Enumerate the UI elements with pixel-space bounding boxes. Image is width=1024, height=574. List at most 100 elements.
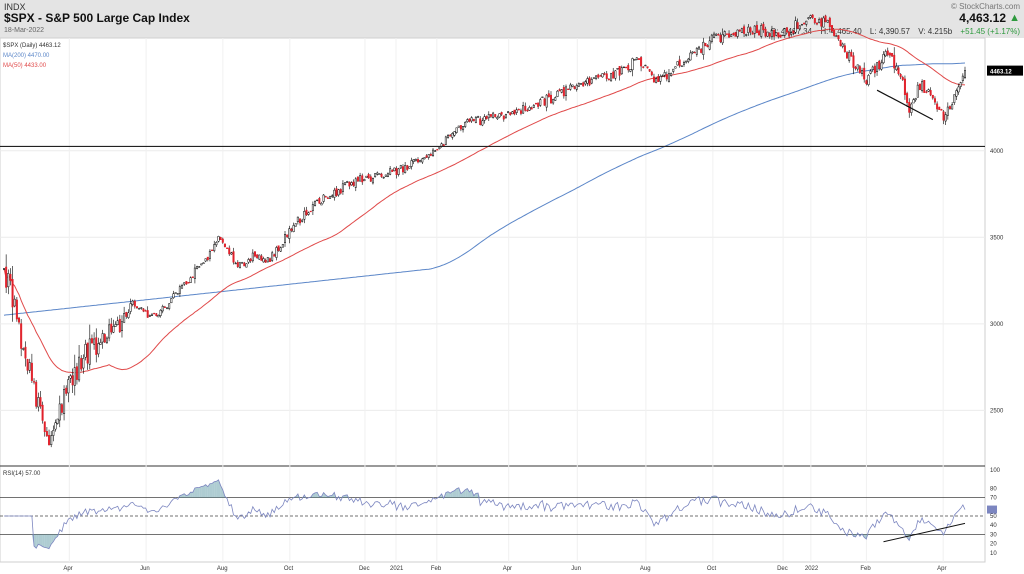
candle-up — [861, 70, 864, 74]
candle-up — [826, 19, 829, 23]
candle-up — [708, 40, 711, 50]
candle-up — [393, 167, 396, 172]
candle-down — [738, 29, 741, 32]
ma50-path — [3, 28, 966, 374]
candle-up — [805, 20, 808, 25]
ma200-path — [3, 62, 966, 316]
candle-down — [436, 149, 439, 151]
candle-down — [815, 22, 818, 25]
candle-up — [955, 90, 958, 97]
time-tick-label: Apr — [503, 566, 512, 572]
candle-down — [253, 251, 256, 257]
candle-down — [873, 65, 876, 74]
candle-down — [268, 258, 271, 262]
candle-down — [277, 245, 280, 251]
candle-up — [63, 389, 66, 414]
rsi-oversold-fill — [34, 534, 37, 549]
candle-down — [940, 109, 943, 111]
up-arrow-icon: ▲ — [1009, 12, 1020, 24]
ma50-line — [3, 28, 966, 374]
candle-up — [539, 99, 542, 106]
candle-up — [807, 17, 810, 19]
candle-up — [689, 52, 692, 61]
candle-down — [923, 80, 926, 93]
candle-up — [374, 173, 377, 178]
rsi-trendline — [883, 522, 966, 543]
candle-down — [749, 27, 752, 33]
candle-up — [419, 160, 422, 163]
candle-up — [174, 292, 177, 294]
candle-down — [728, 33, 731, 38]
candle-up — [311, 204, 314, 211]
candle-down — [788, 31, 791, 37]
rsi-oversold-fill — [44, 534, 47, 548]
candle-down — [324, 196, 327, 198]
candle-up — [275, 247, 278, 258]
time-tick-label: Aug — [217, 566, 228, 572]
rsi-tick-label: 80 — [990, 486, 997, 492]
price-tick-label: 3000 — [990, 322, 1004, 328]
candle-up — [644, 64, 647, 67]
legend-rsi: RSI(14) 57.00 — [3, 471, 41, 477]
candle-down — [704, 42, 707, 47]
candle-up — [730, 34, 733, 37]
candle-down — [925, 91, 928, 93]
candle-up — [123, 313, 126, 323]
candle-down — [146, 310, 149, 318]
candle-down — [249, 258, 252, 262]
candle-up — [944, 114, 947, 122]
candle-up — [28, 362, 31, 371]
candle-up — [138, 308, 141, 310]
candle-up — [114, 324, 117, 327]
candle-up — [953, 94, 956, 103]
candle-down — [828, 17, 831, 28]
rsi-overbought-fill — [201, 486, 204, 498]
candle-up — [687, 58, 690, 62]
candle-down — [665, 74, 668, 80]
rsi-overbought-fill — [214, 481, 217, 498]
candle-up — [371, 178, 374, 184]
candle-down — [417, 159, 420, 163]
candle-up — [344, 182, 347, 185]
candle-up — [438, 147, 441, 149]
candle-up — [747, 26, 750, 33]
chart-header: INDX $SPX - S&P 500 Large Cap Index 18-M… — [0, 0, 1024, 38]
candle-up — [359, 175, 362, 182]
candle-up — [238, 262, 241, 269]
candle-down — [380, 173, 383, 177]
candle-down — [221, 238, 224, 243]
candle-up — [7, 273, 10, 288]
rsi-oversold-fill — [53, 534, 56, 542]
candle-up — [307, 212, 310, 215]
candle-down — [485, 116, 488, 120]
candle-up — [410, 160, 413, 167]
candle-down — [86, 342, 89, 364]
candle-up — [178, 286, 181, 294]
rsi-overbought-fill — [205, 484, 208, 498]
candle-up — [2, 268, 6, 270]
candle-up — [271, 252, 274, 261]
rsi-oversold-fill — [42, 534, 45, 548]
candle-down — [110, 323, 113, 333]
candle-up — [528, 107, 531, 111]
candle-up — [504, 114, 507, 118]
candle-up — [760, 25, 763, 37]
rsi-oversold-fill — [55, 534, 58, 539]
candle-down — [942, 111, 945, 121]
chart-date: 18-Mar-2022 — [4, 27, 45, 34]
rsi-tick-label: 100 — [990, 468, 1001, 474]
candle-down — [863, 67, 866, 80]
candle-up — [320, 203, 323, 206]
price-tick-label: 4000 — [990, 149, 1004, 155]
candle-down — [820, 18, 823, 27]
rsi-overbought-fill — [197, 487, 200, 498]
candle-down — [865, 80, 868, 85]
candle-up — [895, 65, 898, 71]
candle-up — [93, 338, 96, 345]
candle-down — [901, 77, 904, 80]
candle-down — [811, 14, 814, 18]
candle-down — [223, 243, 226, 248]
candle-up — [474, 116, 477, 123]
candle-down — [725, 33, 728, 35]
candle-down — [637, 58, 640, 60]
